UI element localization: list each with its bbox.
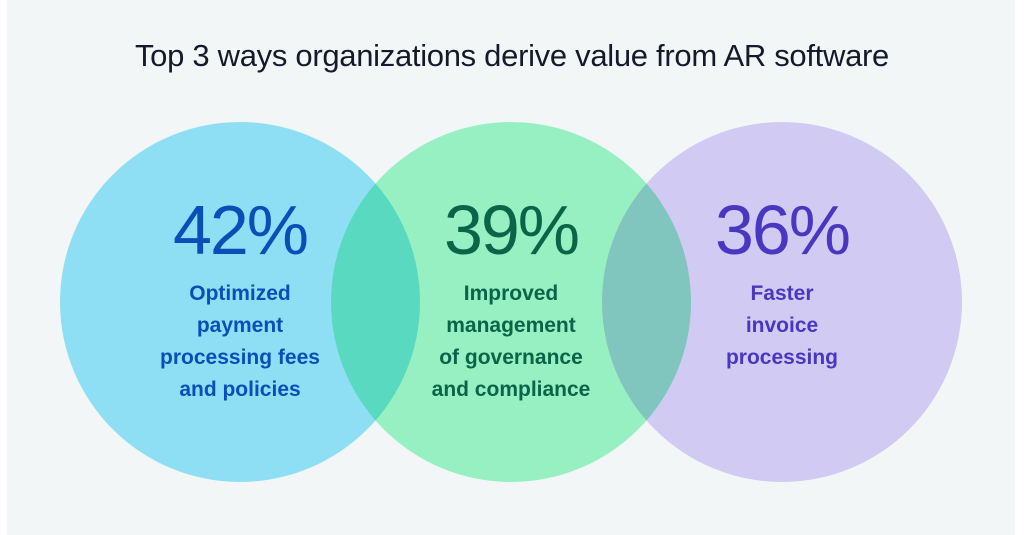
page-title: Top 3 ways organizations derive value fr… — [134, 38, 889, 73]
label-line: processing — [725, 346, 839, 369]
label-line: of governance — [439, 346, 583, 369]
stat-label: Improved management of governance and co… — [361, 278, 661, 406]
label-line: Optimized — [189, 282, 291, 305]
label-line: management — [446, 314, 576, 337]
label-line: invoice — [745, 314, 819, 337]
stat-label: Faster invoice processing — [632, 278, 932, 374]
stat-value: 42% — [172, 191, 309, 269]
label-line: Faster — [750, 282, 814, 305]
stat-2: 39% Improved management of governance an… — [361, 190, 661, 406]
stat-label: Optimized payment processing fees and po… — [90, 278, 390, 406]
stat-3: 36% Faster invoice processing — [632, 190, 932, 374]
label-line: payment — [196, 314, 284, 337]
label-line: processing fees — [160, 346, 320, 369]
label-line: and compliance — [431, 378, 591, 401]
stat-1: 42% Optimized payment processing fees an… — [90, 190, 390, 406]
circle-purple — [602, 122, 962, 482]
label-line: and policies — [179, 378, 301, 401]
stat-value: 39% — [443, 191, 580, 269]
stat-value: 36% — [714, 191, 851, 269]
label-line: Improved — [463, 282, 559, 305]
